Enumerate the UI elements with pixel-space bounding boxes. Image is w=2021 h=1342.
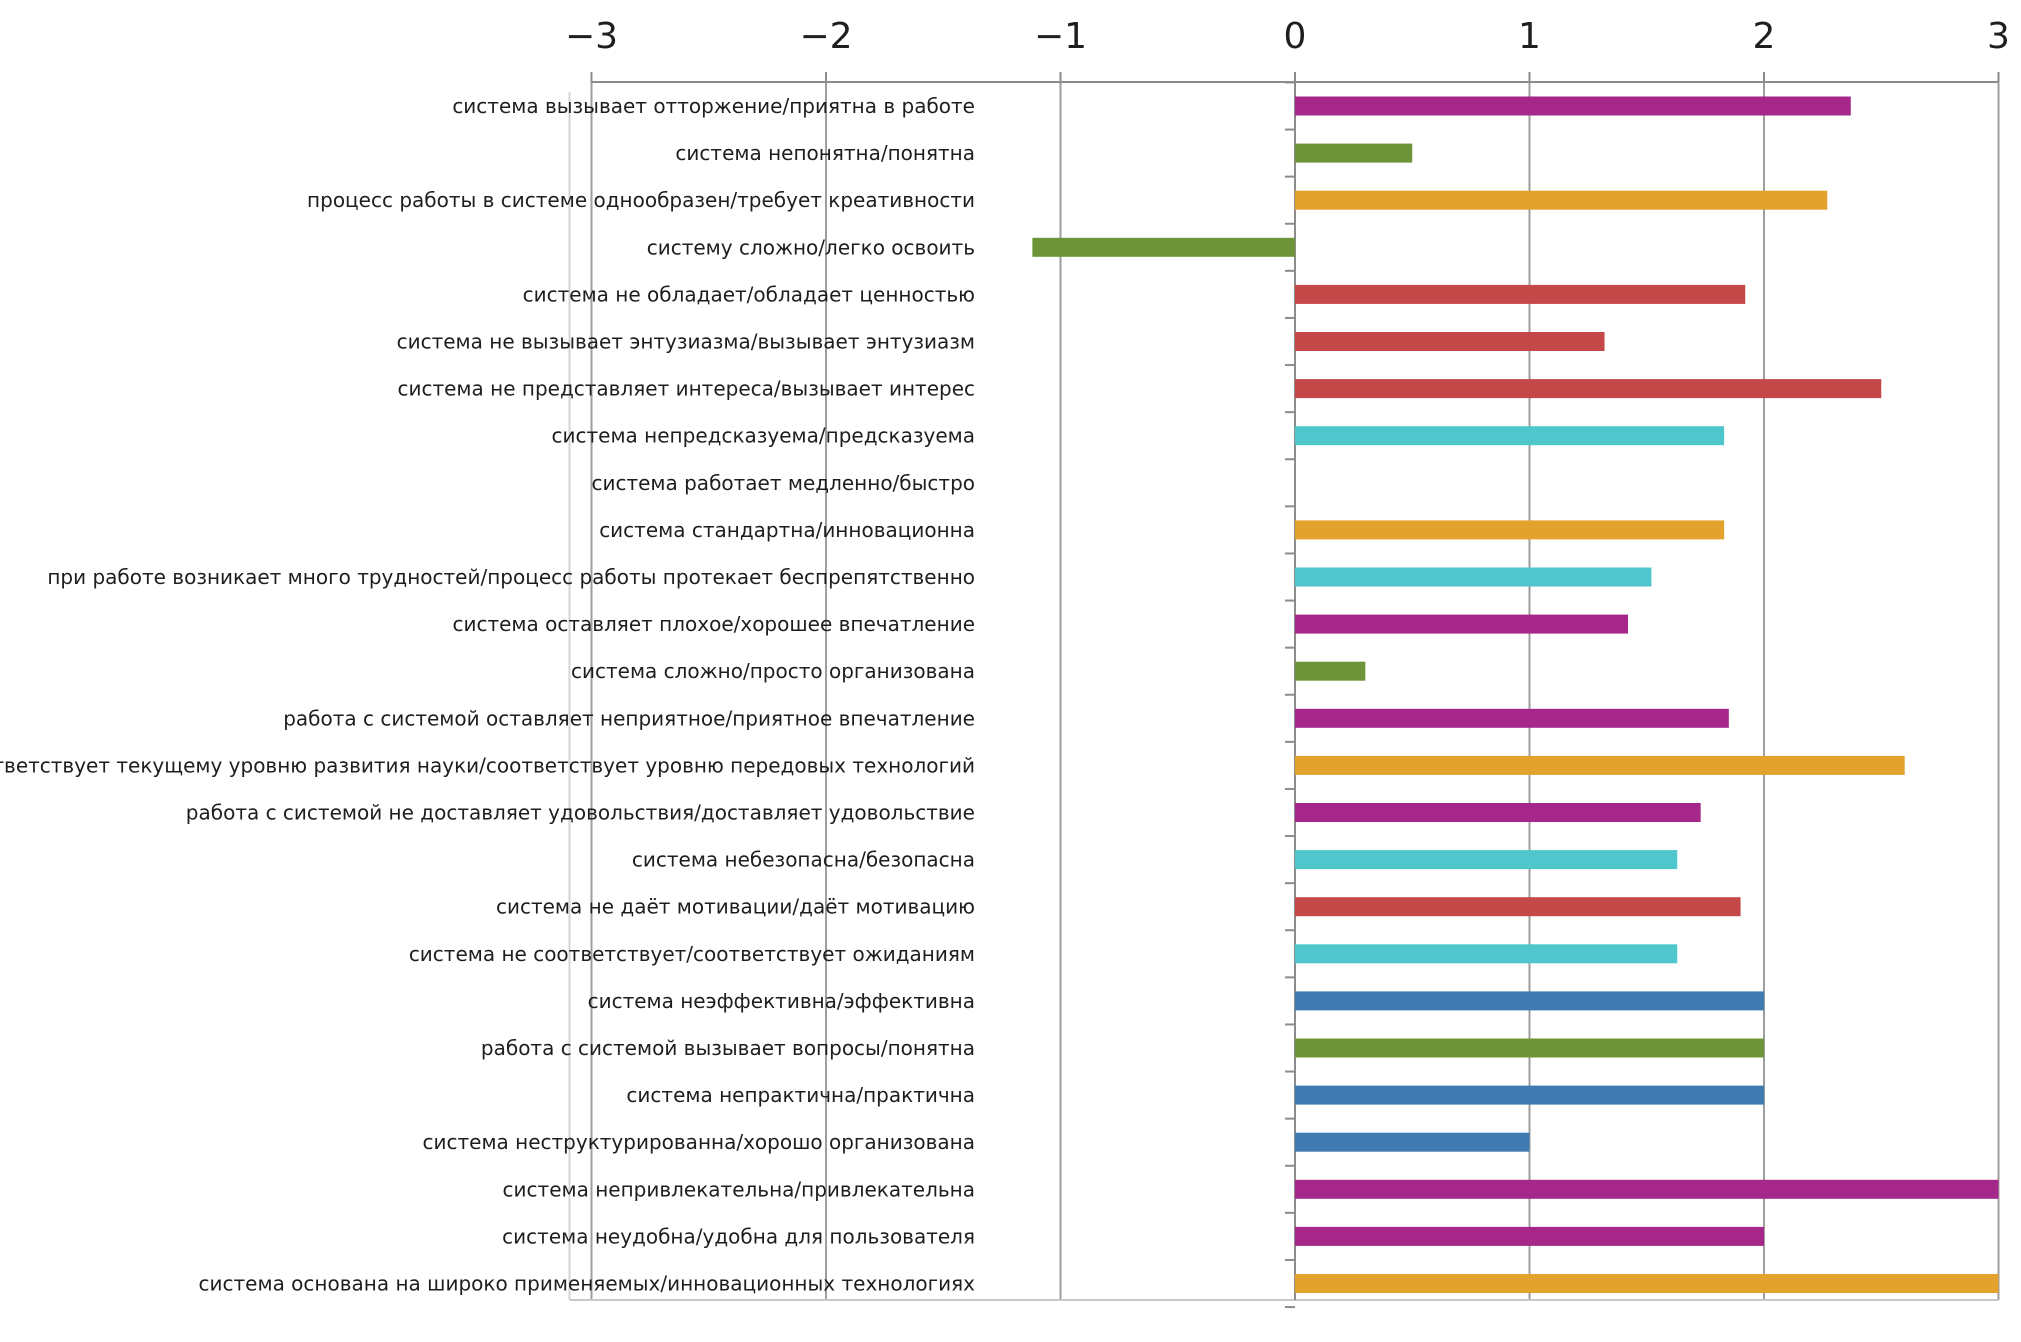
x-tick-label-4: 1 <box>1518 16 1541 57</box>
category-label-13: работа с системой оставляет неприятное/п… <box>283 706 975 730</box>
bar-11 <box>1295 614 1628 634</box>
bar-3 <box>1032 237 1295 257</box>
category-label-16: система небезопасна/безопасна <box>632 848 975 872</box>
bar-4 <box>1295 284 1746 304</box>
bar-10 <box>1295 567 1652 587</box>
category-label-21: система непрактична/практична <box>626 1083 975 1107</box>
category-label-23: система непривлекательна/привлекательна <box>503 1177 975 1201</box>
bar-6 <box>1295 379 1882 399</box>
bar-24 <box>1295 1226 1764 1246</box>
category-label-17: система не даёт мотивации/даёт мотивацию <box>496 895 975 919</box>
category-label-6: система не представляет интереса/вызывае… <box>397 377 975 401</box>
category-label-25: система основана на широко применяемых/и… <box>199 1272 976 1296</box>
category-label-18: система не соответствует/соответствует о… <box>409 942 975 966</box>
bar-14 <box>1295 755 1905 775</box>
category-label-1: система непонятна/понятна <box>675 141 975 165</box>
category-label-11: система оставляет плохое/хорошее впечатл… <box>452 612 975 636</box>
bar-5 <box>1295 332 1605 351</box>
bar-1 <box>1295 143 1413 163</box>
x-tick-labels: −3 −2 −1 0 1 2 3 <box>565 16 2010 57</box>
category-label-2: процесс работы в системе однообразен/тре… <box>307 188 975 212</box>
bar-layer <box>1032 96 1999 1293</box>
category-label-20: работа с системой вызывает вопросы/понят… <box>481 1036 975 1060</box>
category-label-19: система неэффективна/эффективна <box>588 989 975 1013</box>
bar-20 <box>1295 1038 1764 1058</box>
x-tick-label-6: 3 <box>1987 16 2010 57</box>
bar-19 <box>1295 991 1764 1011</box>
bar-13 <box>1295 708 1729 728</box>
category-label-12: система сложно/просто организована <box>571 659 975 683</box>
grid-layer <box>568 82 2000 1300</box>
bar-17 <box>1295 897 1741 917</box>
bar-2 <box>1295 190 1828 210</box>
category-label-9: система стандартна/инновационна <box>599 518 975 542</box>
category-label-7: система непредсказуема/предсказуема <box>552 424 975 448</box>
category-labels: система вызывает отторжение/приятна в ра… <box>0 94 975 1296</box>
category-label-5: система не вызывает энтузиазма/вызывает … <box>397 330 975 354</box>
bar-22 <box>1295 1132 1530 1152</box>
x-tick-label-2: −1 <box>1034 16 1087 57</box>
bar-12 <box>1295 661 1366 681</box>
category-label-0: система вызывает отторжение/приятна в ра… <box>452 94 975 118</box>
x-tick-label-5: 2 <box>1753 16 1776 57</box>
category-label-22: система неструктурированна/хорошо органи… <box>423 1130 976 1154</box>
category-label-24: система неудобна/удобна для пользователя <box>502 1224 975 1248</box>
category-label-4: система не обладает/обладает ценностью <box>523 282 975 306</box>
category-label-10: при работе возникает много трудностей/пр… <box>47 565 975 589</box>
bar-9 <box>1295 520 1725 540</box>
category-label-14: система соответствует текущему уровню ра… <box>0 753 975 777</box>
category-label-3: систему сложно/легко освоить <box>647 235 975 259</box>
bar-15 <box>1295 803 1701 822</box>
bar-16 <box>1295 850 1678 870</box>
bar-7 <box>1295 426 1725 446</box>
bar-18 <box>1295 944 1678 964</box>
x-tick-label-3: 0 <box>1284 16 1307 57</box>
x-tick-label-1: −2 <box>799 16 852 57</box>
category-label-15: работа с системой не доставляет удовольс… <box>186 801 975 825</box>
bar-25 <box>1295 1274 1999 1293</box>
bar-23 <box>1295 1179 1999 1199</box>
x-tick-label-0: −3 <box>565 16 618 57</box>
bar-21 <box>1295 1085 1764 1105</box>
bar-0 <box>1295 96 1851 116</box>
category-label-8: система работает медленно/быстро <box>591 471 975 495</box>
